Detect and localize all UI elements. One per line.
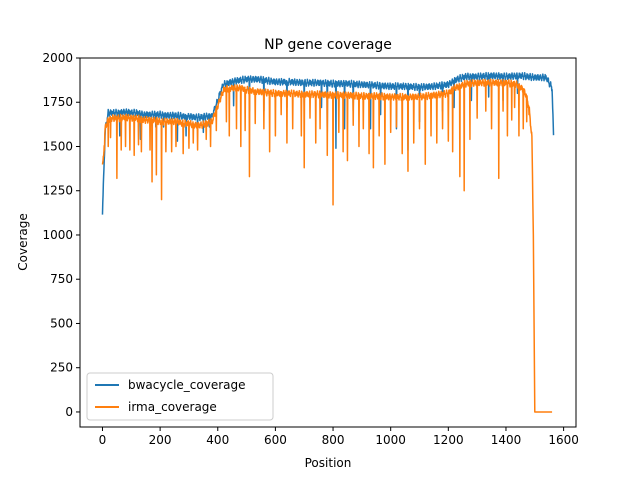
x-tick-label: 0 xyxy=(99,433,107,447)
y-tick-label: 750 xyxy=(50,272,73,286)
y-axis-label: Coverage xyxy=(16,213,30,271)
y-tick-label: 500 xyxy=(50,316,73,330)
legend: bwacycle_coverage irma_coverage xyxy=(86,372,274,421)
x-axis-ticks: 0 200 400 600 800 1000 1200 1400 1600 xyxy=(99,427,579,447)
legend-label-bwacycle: bwacycle_coverage xyxy=(128,378,246,392)
y-tick-label: 250 xyxy=(50,361,73,375)
x-axis-label: Position xyxy=(305,456,352,470)
series-layer xyxy=(101,71,555,413)
x-tick-label: 1200 xyxy=(433,433,464,447)
x-tick-label: 600 xyxy=(264,433,287,447)
series-line-irma xyxy=(101,78,553,413)
y-tick-label: 1000 xyxy=(42,228,73,242)
plot-frame xyxy=(79,57,577,428)
y-tick-label: 2000 xyxy=(42,51,73,65)
x-tick-label: 800 xyxy=(322,433,345,447)
x-tick-label: 1600 xyxy=(548,433,579,447)
x-tick-label: 1000 xyxy=(375,433,406,447)
y-axis-ticks: 0 250 500 750 1000 1250 1500 1750 2000 xyxy=(42,51,80,419)
x-tick-label: 200 xyxy=(149,433,172,447)
y-tick-label: 0 xyxy=(65,405,73,419)
x-tick-label: 1400 xyxy=(491,433,522,447)
legend-box xyxy=(86,372,274,421)
y-tick-label: 1250 xyxy=(42,184,73,198)
x-tick-label: 400 xyxy=(206,433,229,447)
chart-title: NP gene coverage xyxy=(264,37,392,53)
y-tick-label: 1500 xyxy=(42,139,73,153)
y-tick-label: 1750 xyxy=(42,95,73,109)
legend-label-irma: irma_coverage xyxy=(128,400,217,414)
